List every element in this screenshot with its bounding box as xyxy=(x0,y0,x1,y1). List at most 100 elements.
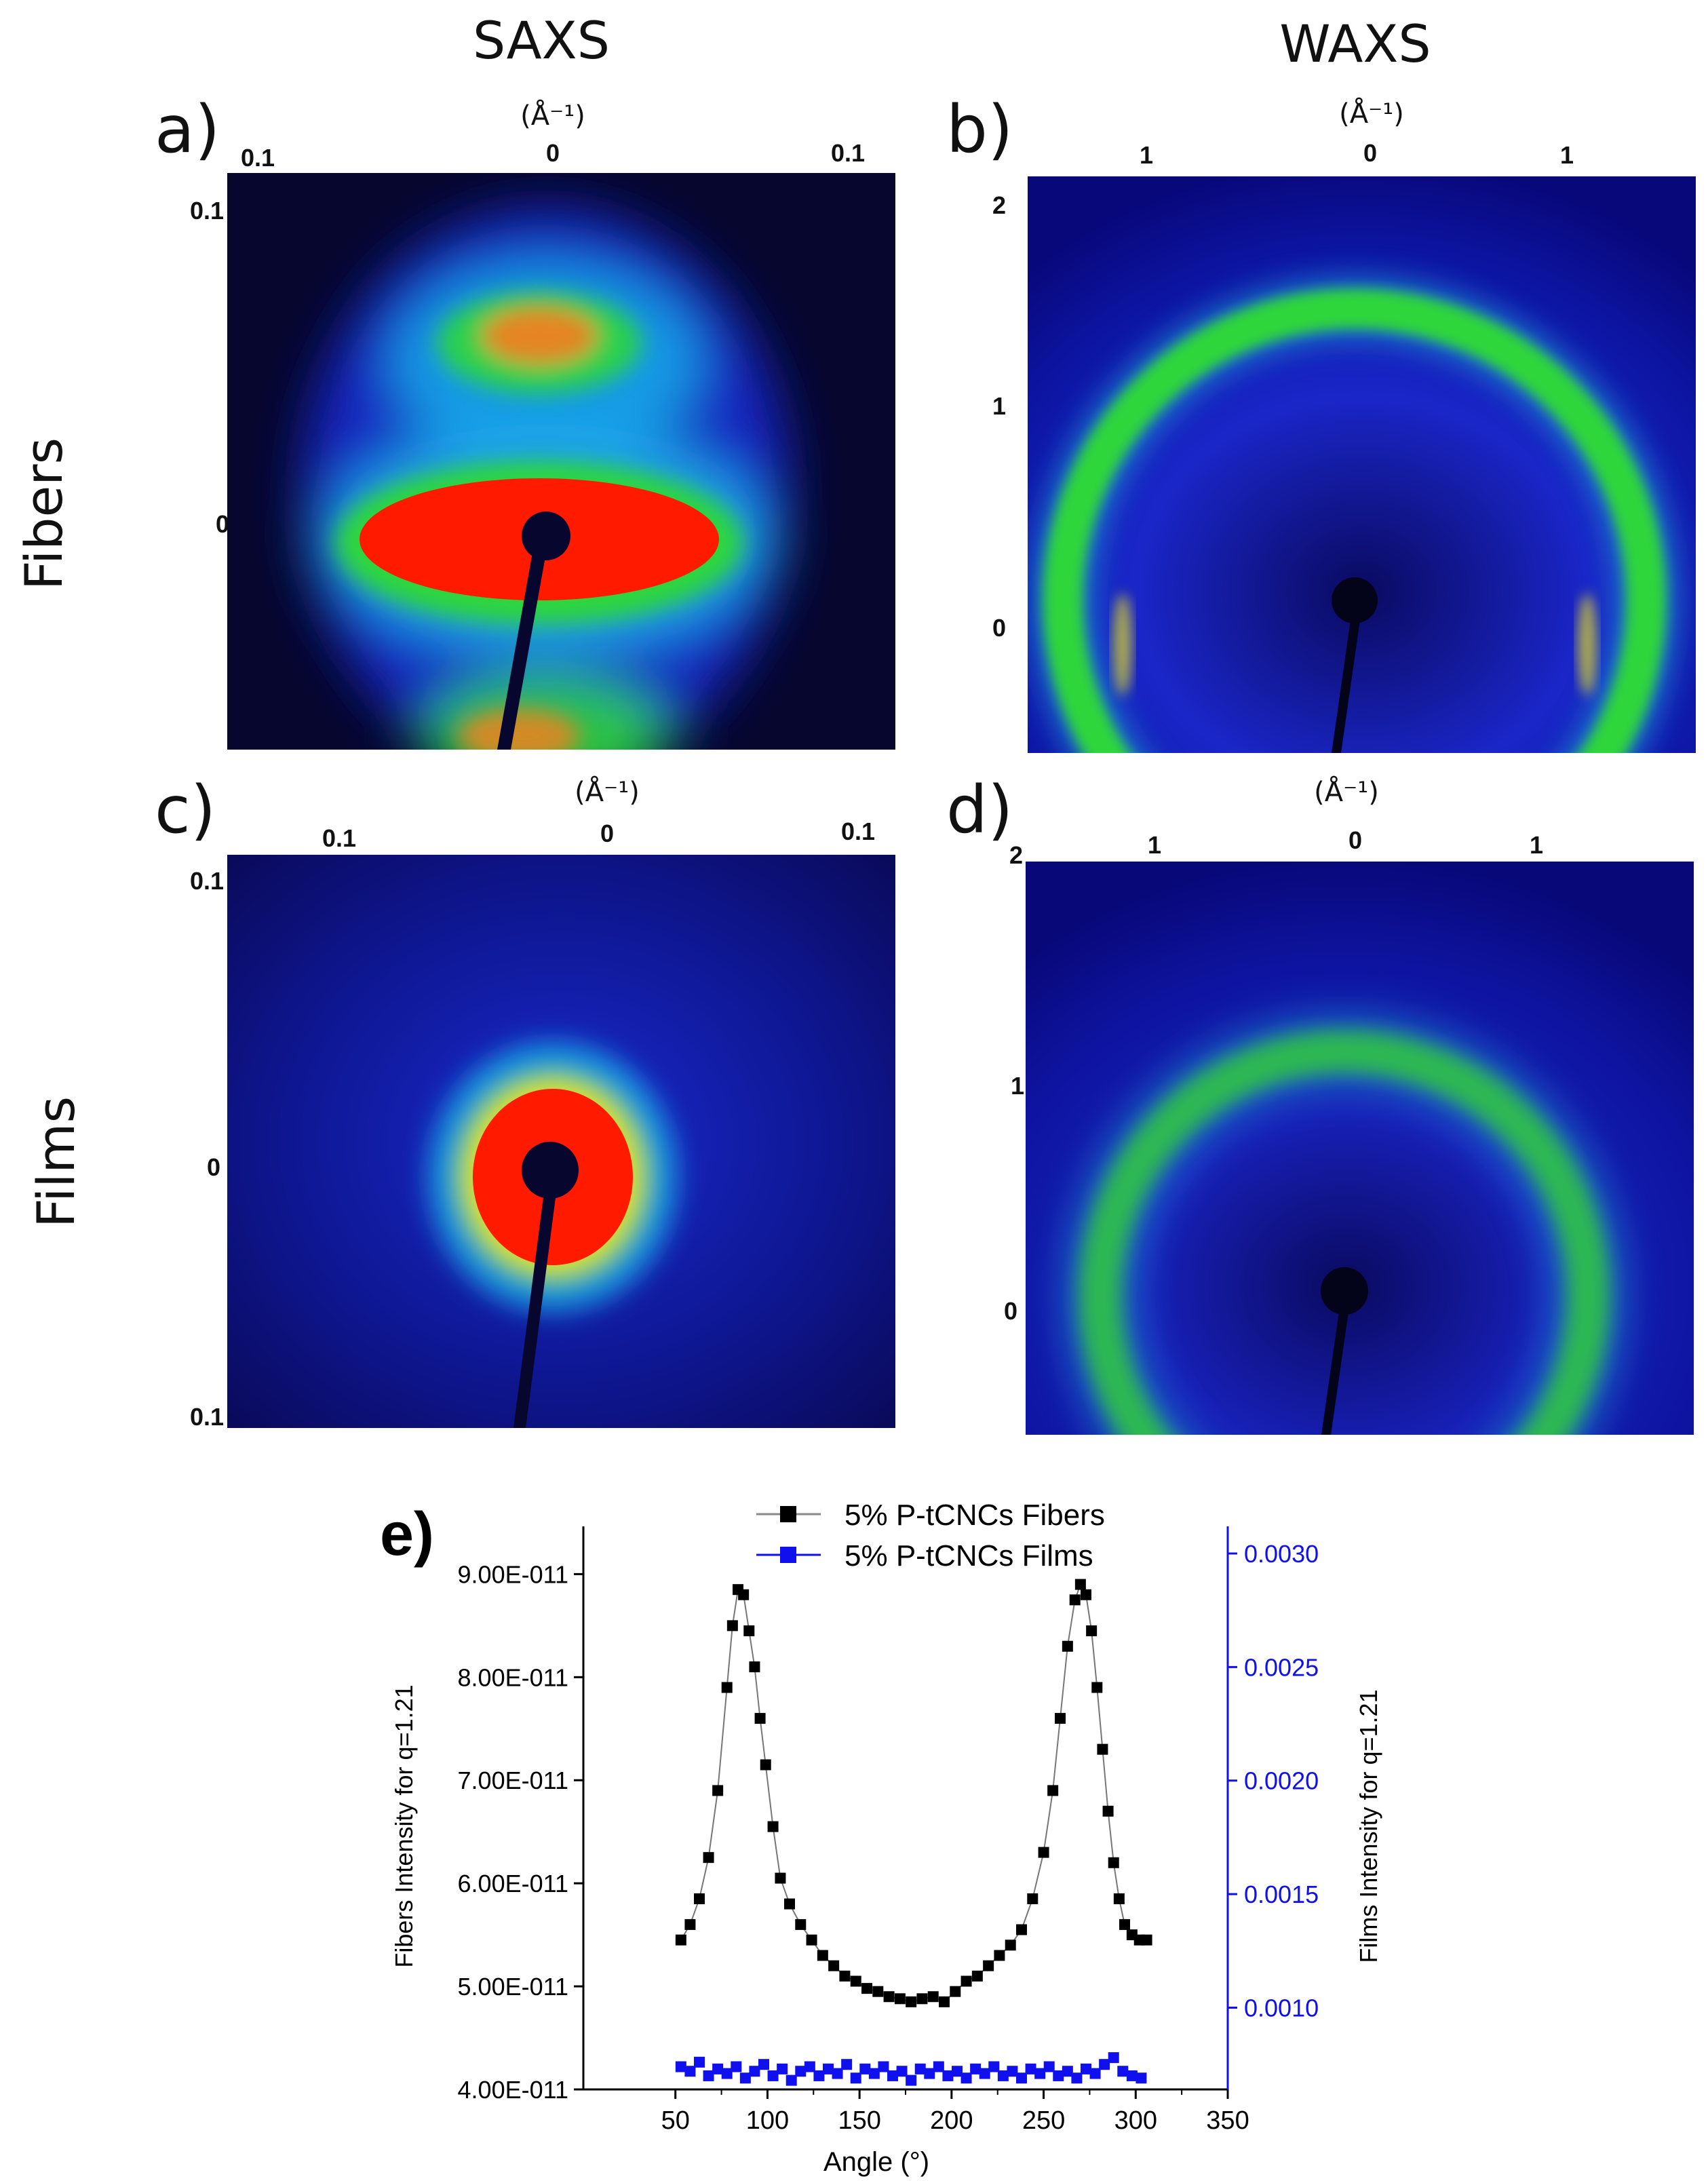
fibers-row-title: Fibers xyxy=(14,437,74,590)
films-data-point xyxy=(942,2070,954,2081)
panel-a-label: a) xyxy=(155,92,220,168)
fibers-data-point xyxy=(1038,1847,1049,1858)
fibers-data-point xyxy=(839,1970,851,1982)
panel-d-side-tick-2: 2 xyxy=(1009,841,1024,869)
fibers-data-point xyxy=(1062,1640,1073,1652)
saxs-column-title: SAXS xyxy=(473,10,610,71)
films-data-point xyxy=(1108,2052,1119,2064)
films-data-point xyxy=(859,2063,871,2074)
y-right-tick-label: 0.0030 xyxy=(1244,1540,1319,1568)
fibers-data-point xyxy=(1097,1743,1108,1755)
y-left-tick-label: 6.00E-011 xyxy=(458,1870,568,1897)
fibers-data-point xyxy=(1102,1805,1114,1817)
panel-b-unit: (Å⁻¹) xyxy=(1339,98,1404,130)
x-tick-label: 50 xyxy=(661,2106,690,2135)
fibers-data-point xyxy=(950,1986,961,1997)
y-right-tick-label: 0.0020 xyxy=(1244,1767,1319,1795)
waxs-films-pattern xyxy=(1026,862,1694,1435)
fibers-data-point xyxy=(795,1918,807,1930)
films-data-point xyxy=(767,2070,779,2081)
fibers-data-point xyxy=(1016,1924,1027,1935)
films-data-point xyxy=(1053,2070,1064,2081)
films-data-point xyxy=(970,2063,982,2074)
films-data-point xyxy=(1126,2070,1138,2081)
panel-d-unit: (Å⁻¹) xyxy=(1314,777,1379,808)
panel-d-side-tick-1: 1 xyxy=(1011,1072,1025,1100)
films-data-point xyxy=(712,2063,724,2074)
fibers-data-point xyxy=(694,1893,705,1904)
panel-c-side-tick-bottom: 0.1 xyxy=(190,1403,225,1431)
films-data-point xyxy=(823,2063,834,2074)
films-data-point xyxy=(675,2061,686,2072)
films-data-point xyxy=(758,2059,769,2070)
fibers-data-point xyxy=(703,1852,714,1864)
panel-b-top-tick-left: 1 xyxy=(1139,141,1154,169)
fibers-data-point xyxy=(1119,1918,1130,1930)
films-data-point xyxy=(1136,2072,1147,2084)
panel-d-label: d) xyxy=(946,772,1013,848)
fibers-data-point xyxy=(721,1682,733,1693)
films-data-point xyxy=(1034,2068,1046,2079)
panel-b-side-tick-0: 0 xyxy=(992,614,1007,642)
panel-a-top-tick-right: 0.1 xyxy=(830,139,866,167)
fibers-data-point xyxy=(916,1993,928,2005)
y-left-tick-label: 8.00E-011 xyxy=(458,1663,568,1691)
films-data-point xyxy=(684,2066,696,2077)
panel-a-side-tick-zero: 0 xyxy=(216,510,230,538)
films-data-point xyxy=(979,2068,990,2079)
films-data-point xyxy=(739,2072,751,2084)
films-data-point xyxy=(785,2074,797,2086)
fibers-data-point xyxy=(894,1993,906,2005)
films-data-point xyxy=(906,2074,917,2086)
legend-films-marker xyxy=(780,1547,796,1563)
fibers-data-point xyxy=(1005,1939,1016,1951)
films-data-point xyxy=(777,2063,788,2074)
fibers-data-point xyxy=(861,1983,872,1994)
x-tick-label: 250 xyxy=(1022,2106,1065,2135)
panel-a-side-tick-top: 0.1 xyxy=(190,197,225,225)
fibers-data-point xyxy=(927,1991,939,2003)
films-data-point xyxy=(1007,2066,1018,2077)
films-data-point xyxy=(988,2061,1000,2072)
panel-d-top-tick-right: 1 xyxy=(1529,831,1544,859)
y-right-tick-label: 0.0015 xyxy=(1244,1880,1319,1908)
panel-c-top-tick-left: 0.1 xyxy=(322,824,357,852)
fibers-data-point xyxy=(883,1991,895,2003)
films-data-point xyxy=(878,2061,889,2072)
fibers-data-point xyxy=(1141,1934,1152,1946)
fibers-data-point xyxy=(1047,1785,1059,1796)
films-data-point xyxy=(795,2066,807,2077)
fibers-data-point xyxy=(1081,1589,1091,1600)
films-data-point xyxy=(1089,2068,1101,2079)
y-left-tick-label: 5.00E-011 xyxy=(458,1973,568,2001)
films-data-point xyxy=(841,2059,853,2070)
panel-a-top-tick-left: 0.1 xyxy=(240,144,275,172)
waxs-column-title: WAXS xyxy=(1279,14,1431,74)
fibers-data-point xyxy=(1074,1579,1086,1590)
y-left-tick-label: 7.00E-011 xyxy=(458,1767,568,1794)
panel-c-unit: (Å⁻¹) xyxy=(575,777,640,808)
chart-plot-area: 50 100 150 200 250 300 350 4.00E-011 5.00E-011 6.… xyxy=(458,1526,1319,2135)
panel-b-side-tick-2: 2 xyxy=(992,191,1007,219)
films-data-point xyxy=(960,2072,972,2084)
fibers-data-point xyxy=(806,1934,817,1946)
fibers-data-point xyxy=(749,1661,760,1673)
fibers-data-point xyxy=(754,1713,766,1724)
films-data-point xyxy=(1025,2063,1036,2074)
films-row-title: Films xyxy=(26,1096,86,1228)
films-data-point xyxy=(731,2061,742,2072)
fibers-data-point xyxy=(817,1950,828,1961)
films-data-point xyxy=(1016,2072,1027,2084)
films-data-point xyxy=(997,2070,1009,2081)
films-data-point xyxy=(813,2070,825,2081)
fibers-data-point xyxy=(712,1785,724,1796)
panel-b-label: b) xyxy=(946,92,1013,168)
x-tick-label: 150 xyxy=(838,2106,880,2135)
x-tick-label: 300 xyxy=(1114,2106,1157,2135)
panel-c-top-tick-center: 0 xyxy=(600,819,615,847)
x-tick-label: 100 xyxy=(746,2106,789,2135)
panel-d-top-tick-center: 0 xyxy=(1348,826,1363,854)
fibers-data-point xyxy=(1055,1713,1066,1724)
fibers-data-point xyxy=(939,1996,950,2007)
films-data-point xyxy=(721,2068,733,2079)
